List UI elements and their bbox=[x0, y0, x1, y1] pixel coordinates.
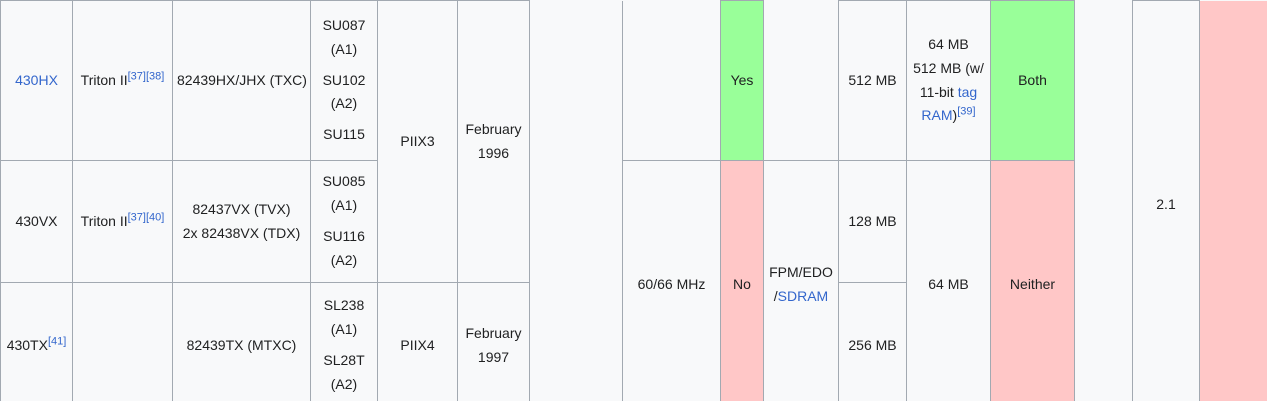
cell-max-cacheable-430hx: 64 MB 512 MB (w/ 11-bit tag RAM)[39] bbox=[906, 0, 991, 161]
cell-part-numbers-430hx: 82439HX/JHX (TXC) bbox=[172, 0, 311, 161]
cell-empty-continued-right bbox=[1074, 0, 1133, 401]
cell-memory-types-continued-above bbox=[763, 0, 839, 161]
cell-usb-430hx: Both bbox=[990, 0, 1075, 161]
cell-max-memory-430vx: 128 MB bbox=[838, 160, 907, 283]
part-number-line1: 82437VX (TVX) bbox=[192, 200, 291, 217]
codename-text: Triton II[37][40] bbox=[80, 210, 165, 229]
cell-chipset-430vx: 430VX bbox=[0, 160, 73, 283]
chipset-430tx-label: 430TX bbox=[6, 336, 48, 353]
cell-usb-shared: Neither bbox=[990, 160, 1075, 401]
sdram-link[interactable]: SDRAM bbox=[777, 287, 829, 304]
cell-codename-430hx: Triton II[37][38] bbox=[72, 0, 173, 161]
reference-link[interactable]: [37] bbox=[127, 210, 146, 223]
cell-fsb-continued-above bbox=[622, 0, 721, 161]
row-430vx: 430VX Triton II[37][40] 82437VX (TVX) 2x… bbox=[0, 160, 1267, 401]
cell-rightmost-continued bbox=[1199, 0, 1267, 401]
stepping-label: SU102 (A2) bbox=[322, 71, 366, 112]
stepping-label: SL28T (A2) bbox=[323, 352, 365, 392]
tag-ram-link[interactable]: tag RAM bbox=[921, 83, 978, 124]
cell-southbridge-piix3: PIIX3 bbox=[377, 0, 458, 283]
cacheable-line1: 64 MB bbox=[928, 35, 969, 52]
codename-label: Triton II bbox=[80, 71, 128, 88]
cacheable-line2: 512 MB (w/ 11-bit tag RAM)[39] bbox=[911, 57, 986, 128]
stepping-label: SL238 (A1) bbox=[323, 297, 365, 338]
chipset-430tx-text: 430TX[41] bbox=[6, 334, 67, 353]
part-number-line2: 2x 82438VX (TDX) bbox=[182, 224, 301, 241]
chipset-430vx-label: 430VX bbox=[15, 212, 58, 229]
row-430tx: 430TX[41] 82439TX (MTXC) SL238 (A1) SL28… bbox=[0, 282, 1267, 401]
cell-part-numbers-430tx: 82439TX (MTXC) bbox=[172, 282, 311, 401]
cell-max-cacheable-shared: 64 MB bbox=[906, 160, 991, 401]
cell-release-date-1996: February 1996 bbox=[457, 0, 530, 283]
reference-link[interactable]: [37] bbox=[127, 69, 146, 82]
stepping-label: SU085 (A1) bbox=[322, 173, 366, 214]
cell-empty-continued-left bbox=[529, 0, 623, 401]
cell-max-memory-430tx: 256 MB bbox=[838, 282, 907, 401]
cell-part-numbers-430vx: 82437VX (TVX) 2x 82438VX (TDX) bbox=[172, 160, 311, 283]
codename-text: Triton II[37][38] bbox=[80, 69, 165, 88]
cacheable-text: 512 MB (w/ 11-bit bbox=[913, 59, 984, 100]
cell-memory-types-shared: FPM/EDO/SDRAM bbox=[763, 160, 839, 401]
stepping-label: SU115 bbox=[323, 126, 365, 143]
part-number-label: 82439TX (MTXC) bbox=[186, 336, 297, 353]
cell-max-memory-430hx: 512 MB bbox=[838, 0, 907, 161]
stepping-label: SU087 (A1) bbox=[322, 17, 366, 57]
reference-link[interactable]: [38] bbox=[145, 69, 165, 82]
cell-steppings-430hx: SU087 (A1) SU102 (A2) SU115 bbox=[310, 0, 378, 161]
memory-types-text: FPM/EDO bbox=[769, 263, 833, 280]
memory-types-link-group: /SDRAM bbox=[774, 288, 828, 304]
cacheable-close-paren: ) bbox=[952, 107, 958, 124]
cell-parity-ecc-430hx: Yes bbox=[720, 0, 764, 161]
fsb-label: 60/66 MHz bbox=[637, 275, 706, 292]
cell-steppings-430vx: SU085 (A1) SU116 (A2) bbox=[310, 160, 378, 283]
reference-link[interactable]: [41] bbox=[47, 334, 67, 347]
part-number-label: 82439HX/JHX (TXC) bbox=[177, 71, 307, 88]
cell-codename-430tx-empty bbox=[72, 282, 173, 401]
cell-fsb-shared: 60/66 MHz bbox=[622, 160, 721, 401]
cell-chipset-430hx: 430HX bbox=[0, 0, 73, 161]
cell-steppings-430tx: SL238 (A1) SL28T (A2) bbox=[310, 282, 378, 401]
cell-chipset-430tx: 430TX[41] bbox=[0, 282, 73, 401]
cell-release-date-1997: February 1997 bbox=[457, 282, 530, 401]
cell-pci-version: 2.1 bbox=[1132, 0, 1200, 401]
reference-link[interactable]: [40] bbox=[145, 210, 165, 223]
cell-codename-430vx: Triton II[37][40] bbox=[72, 160, 173, 283]
chipset-430hx-link[interactable]: 430HX bbox=[15, 71, 58, 88]
memory-types-slash: / bbox=[773, 287, 778, 304]
reference-link[interactable]: [39] bbox=[957, 105, 976, 118]
stepping-label: SU116 (A2) bbox=[323, 228, 365, 268]
cell-southbridge-piix4: PIIX4 bbox=[377, 282, 458, 401]
cell-parity-ecc-shared: No bbox=[720, 160, 764, 401]
codename-label: Triton II bbox=[80, 212, 128, 229]
